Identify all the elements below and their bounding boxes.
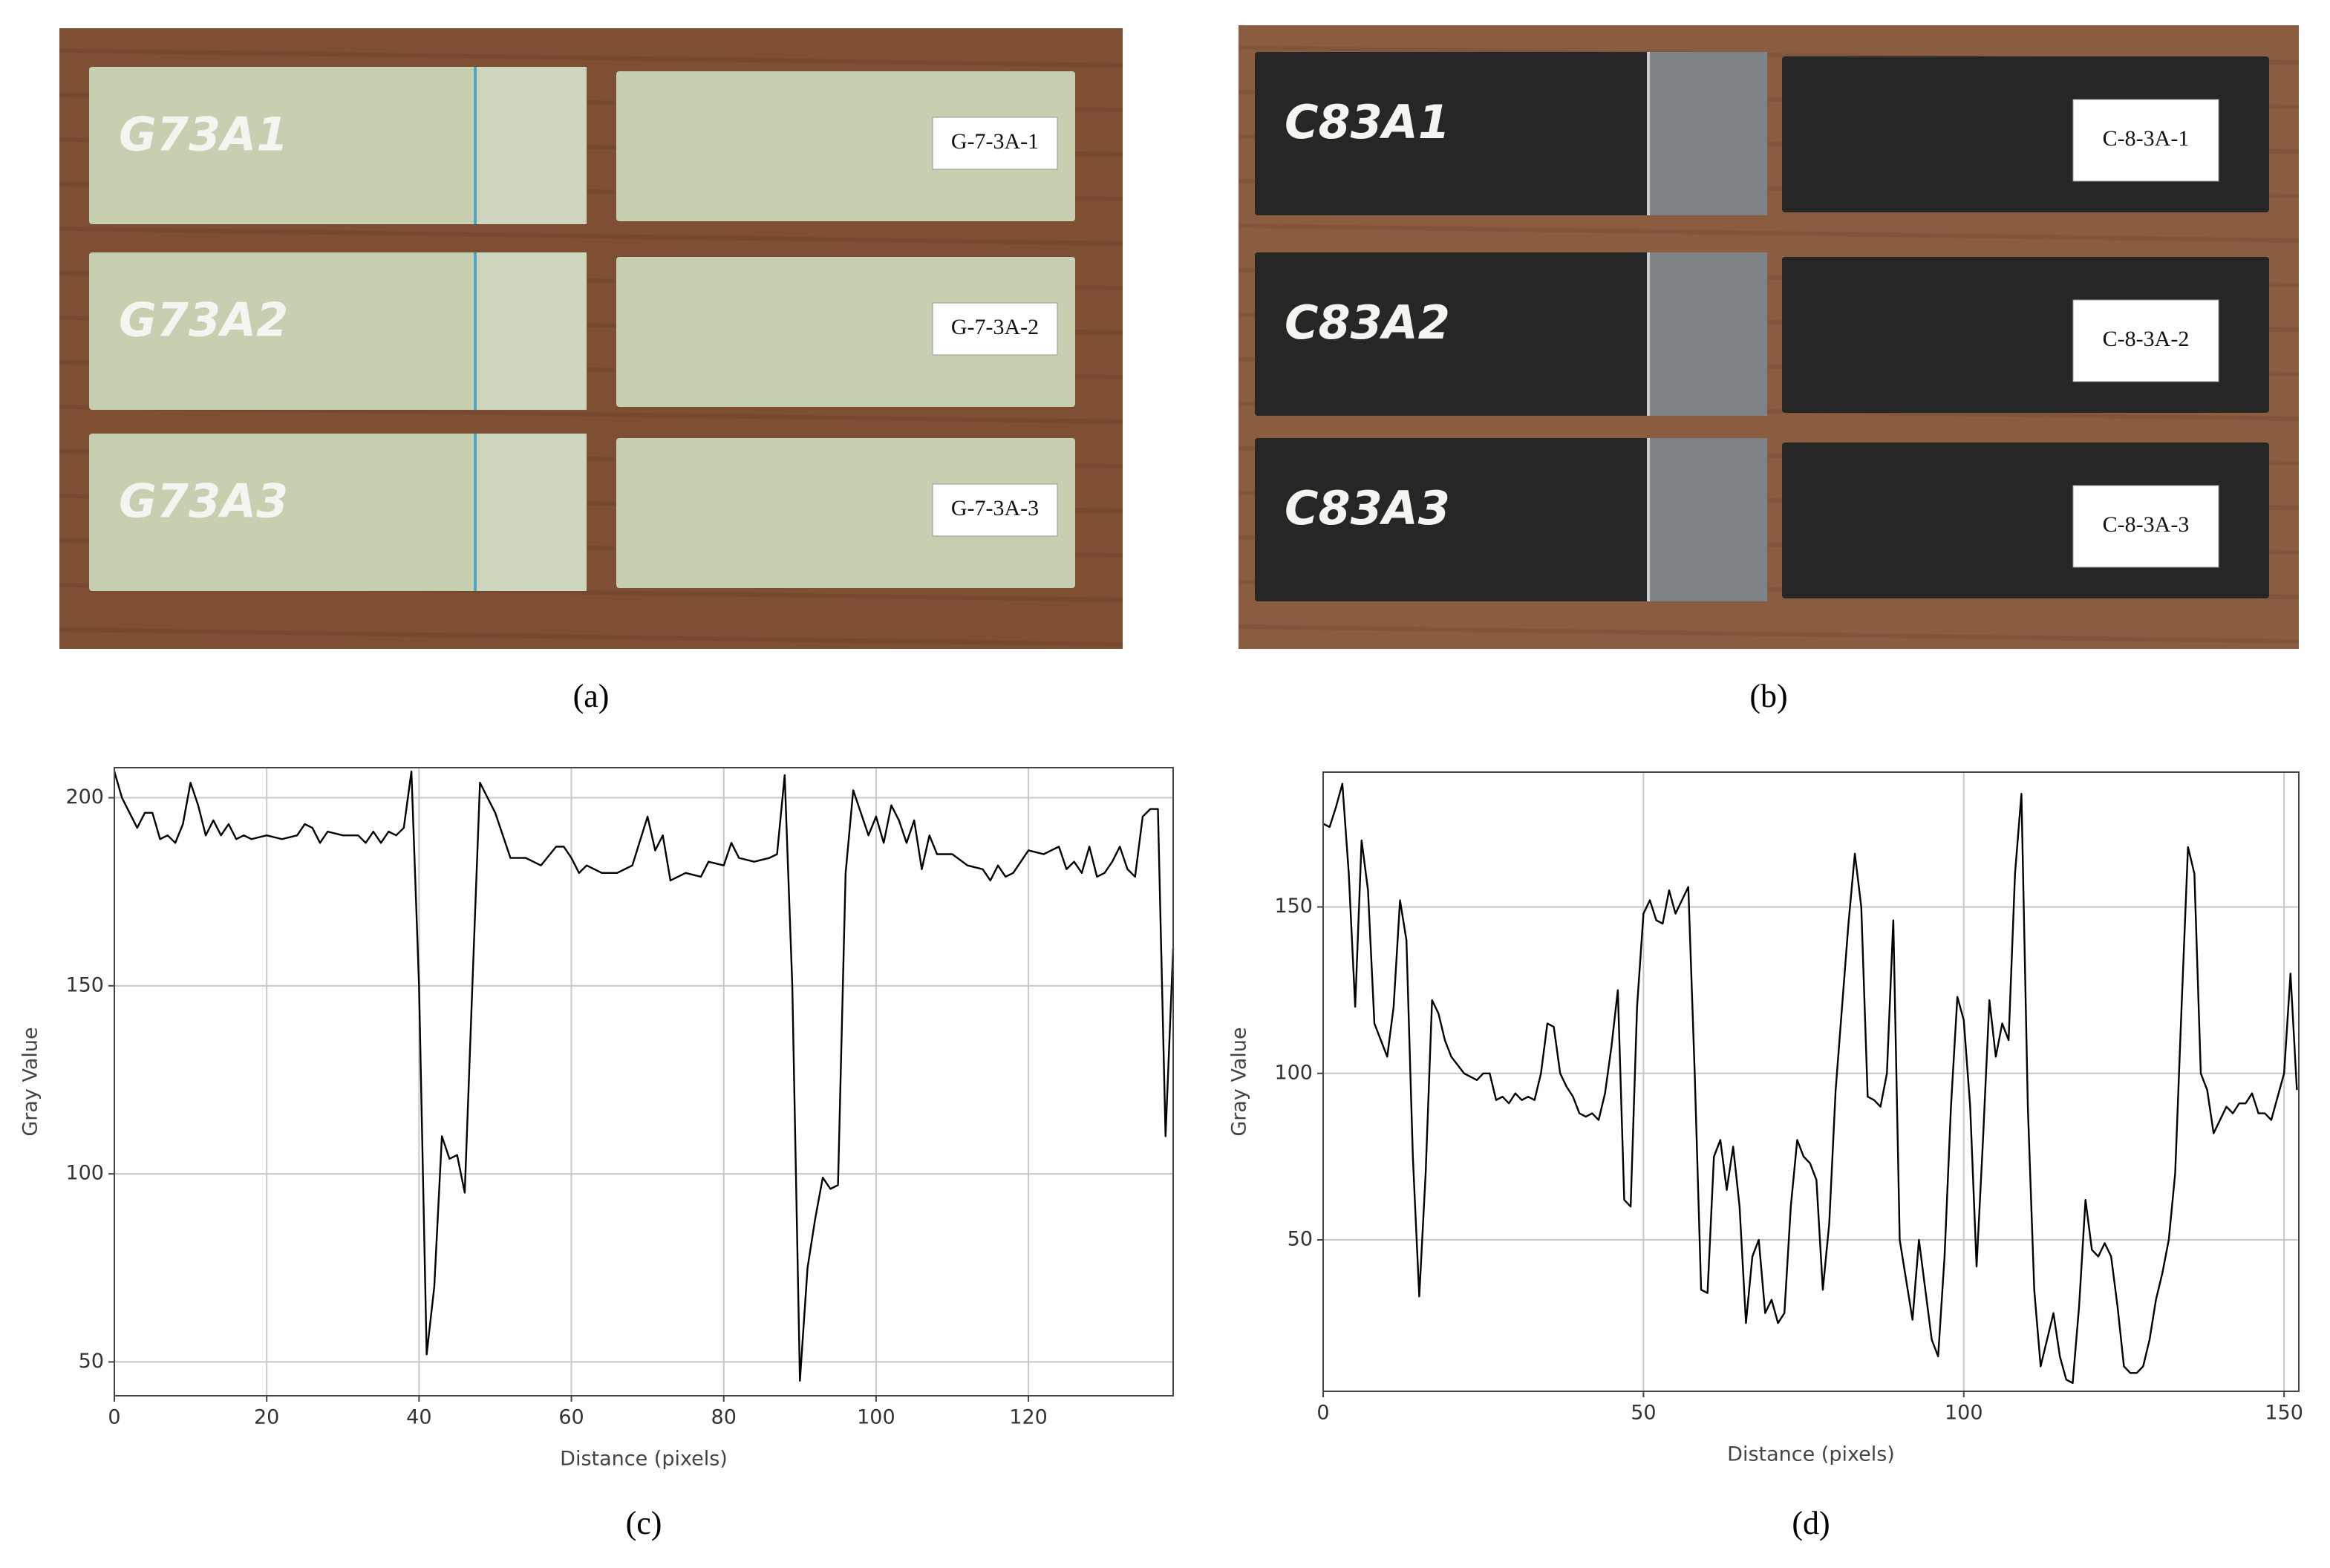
x-tick-label: 150	[2265, 1402, 2303, 1425]
panel-label: (c)	[626, 1505, 662, 1541]
wood-grain	[59, 627, 1123, 647]
specimen-tag-text: G-7-3A-2	[951, 315, 1039, 339]
bonded-tab	[1648, 438, 1767, 601]
wood-grain	[59, 48, 1123, 68]
y-tick-label: 150	[1274, 895, 1313, 918]
wood-grain	[1238, 223, 2300, 243]
y-tick-label: 50	[1288, 1227, 1313, 1250]
specimen-tag-text: C-8-3A-2	[2103, 327, 2190, 351]
plot-frame	[1322, 771, 2300, 1392]
x-tick-label: 0	[1316, 1402, 1329, 1425]
data-line	[113, 770, 1175, 1382]
specimen-tag	[2072, 99, 2219, 182]
specimen-plate	[616, 438, 1075, 588]
specimen-marking: C83A1	[1285, 95, 1450, 149]
x-tick-label: 100	[857, 1406, 895, 1429]
specimen-tag	[932, 302, 1058, 356]
specimen-marking: C83A3	[1285, 481, 1450, 535]
x-tick-label: 0	[108, 1406, 120, 1429]
panel-label: (d)	[1792, 1505, 1830, 1541]
x-axis-label: Distance (pixels)	[1727, 1443, 1895, 1466]
plot-area	[1323, 772, 2299, 1391]
specimen-marking: G73A3	[119, 474, 288, 528]
y-tick-label: 50	[79, 1350, 104, 1373]
specimen-plate	[1255, 438, 1767, 601]
data-line	[1322, 783, 2298, 1384]
bonded-tab	[475, 434, 587, 591]
specimen-tag	[2072, 485, 2219, 568]
specimen-plate	[89, 434, 587, 591]
bonded-tab	[475, 67, 587, 224]
x-tick-label: 100	[1945, 1402, 1983, 1425]
bonded-tab	[475, 252, 587, 410]
chart: 50 100 150 0 50 100 150 Distance (pixels) Gray V…	[1228, 771, 2303, 1466]
specimen-tag	[2072, 299, 2219, 382]
specimen-marking: G73A1	[119, 107, 288, 161]
photo: G73A1 G-7-3A-1 G73A2 G-7-3A-2 G73A3 G-7-3A-3	[59, 28, 1123, 649]
y-tick-label: 100	[65, 1162, 104, 1185]
specimen-plate	[1255, 252, 1767, 416]
specimen-plate	[616, 257, 1075, 407]
x-tick-label: 60	[558, 1406, 584, 1429]
specimen-tag-text: G-7-3A-3	[951, 496, 1039, 520]
plot-area	[114, 768, 1173, 1396]
specimen-tag-text: C-8-3A-3	[2103, 512, 2190, 537]
y-tick-label: 150	[65, 973, 104, 996]
wood-grain	[1238, 624, 2300, 644]
panel-label: (a)	[573, 678, 610, 714]
specimen-plate	[1255, 52, 1767, 215]
y-tick-label: 200	[65, 785, 104, 808]
chart: 50 100 150 200 0 20 40 60 80 100 120 Distance (pixe…	[19, 767, 1175, 1471]
plot-frame	[114, 767, 1174, 1396]
specimen-marking: C83A2	[1285, 295, 1450, 350]
photo: C83A1 C-8-3A-1 C83A2 C-8-3A-2 C83A3 C-8-3A-3	[1238, 25, 2300, 649]
specimen-marking: G73A2	[119, 293, 288, 347]
x-tick-label: 80	[711, 1406, 737, 1429]
x-tick-label: 20	[254, 1406, 279, 1429]
x-tick-label: 40	[406, 1406, 431, 1429]
specimen-tag	[932, 483, 1058, 537]
specimen-plate	[89, 252, 587, 410]
y-tick-label: 100	[1274, 1061, 1313, 1084]
wood-grain	[59, 226, 1123, 246]
specimen-plate	[616, 71, 1075, 221]
bonded-tab	[1648, 252, 1767, 416]
y-axis-label: Gray Value	[1228, 1027, 1251, 1136]
x-tick-label: 120	[1009, 1406, 1048, 1429]
specimen-plate	[89, 67, 587, 224]
panel-label: (b)	[1749, 678, 1787, 714]
bonded-tab	[1648, 52, 1767, 215]
x-axis-label: Distance (pixels)	[560, 1448, 728, 1471]
specimen-tag-text: G-7-3A-1	[951, 129, 1039, 154]
y-axis-label: Gray Value	[19, 1027, 42, 1136]
specimen-tag	[932, 117, 1058, 170]
x-tick-label: 50	[1631, 1402, 1656, 1425]
specimen-tag-text: C-8-3A-1	[2103, 126, 2190, 151]
